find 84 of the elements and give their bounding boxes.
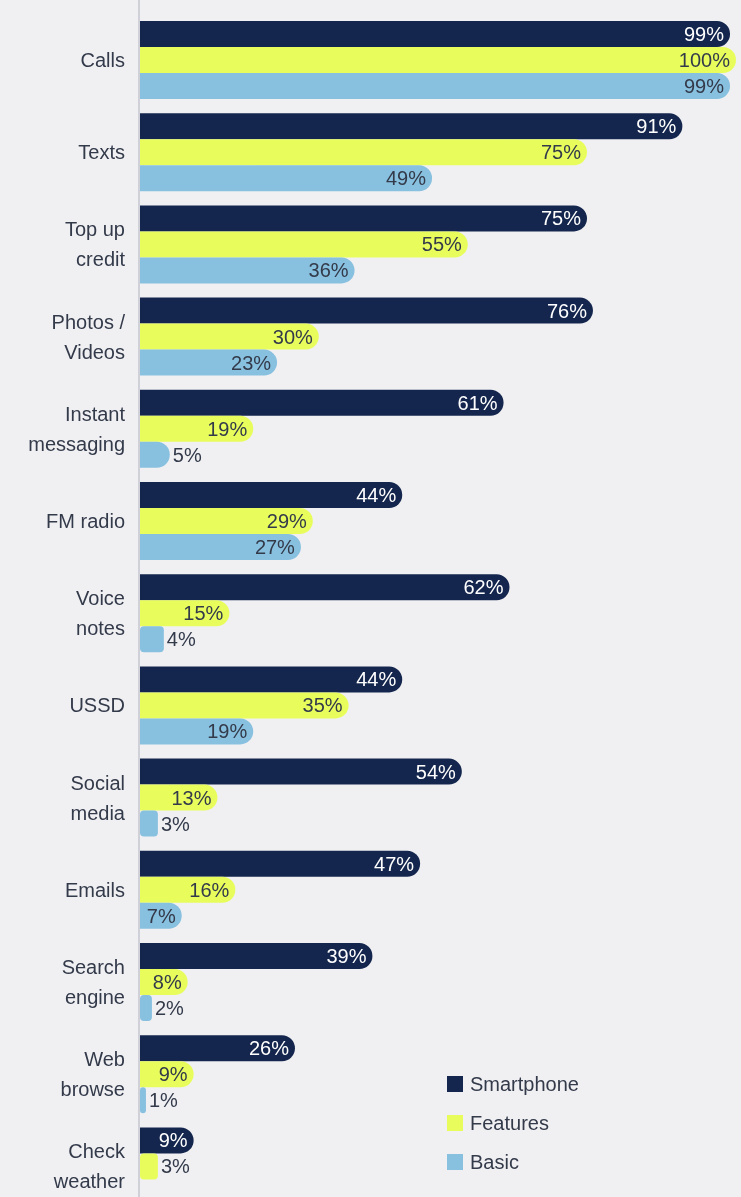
bar [140, 21, 731, 47]
data-label: 76% [546, 299, 588, 322]
y-tick-label: Photos / Videos [51, 310, 126, 363]
data-label: 54% [415, 760, 457, 783]
y-tick-label: Emails [64, 878, 125, 901]
data-label: 44% [356, 484, 397, 506]
bar [140, 139, 587, 166]
legend-label: Basic [470, 1151, 519, 1173]
legend-label: Smartphone [470, 1073, 579, 1095]
bar [140, 810, 158, 837]
data-label: 3% [160, 1155, 190, 1178]
data-label: 27% [254, 536, 296, 558]
bar [140, 1153, 158, 1180]
data-label: 99% [684, 23, 725, 45]
data-label: 99% [684, 75, 725, 97]
data-label: 91% [636, 115, 677, 138]
bar [140, 73, 731, 99]
bar [140, 758, 462, 785]
data-label: 47% [374, 852, 415, 875]
data-label: 36% [308, 259, 349, 282]
y-tick-label: Check weather [52, 1140, 126, 1193]
y-tick-label: Web browse [60, 1048, 125, 1101]
bar [140, 718, 254, 745]
data-label: 4% [166, 628, 196, 651]
bar [140, 534, 301, 560]
data-label: 35% [302, 694, 343, 717]
bar [140, 508, 313, 534]
data-label: 16% [189, 878, 230, 901]
bar [140, 257, 355, 284]
bar [140, 482, 403, 508]
bar [140, 113, 683, 140]
data-label: 2% [154, 997, 185, 1019]
bar [140, 389, 504, 416]
data-label: 30% [272, 325, 314, 348]
data-label: 8% [152, 971, 182, 993]
bar [140, 323, 319, 350]
bar [140, 666, 403, 693]
bar [140, 205, 587, 232]
data-label: 61% [457, 391, 498, 414]
bar [140, 850, 421, 877]
bar [140, 943, 373, 969]
bar [140, 626, 164, 653]
y-tick-label: FM radio [46, 510, 125, 532]
bar [140, 1035, 295, 1062]
data-label: 62% [463, 576, 504, 599]
y-tick-label: Social media [70, 771, 126, 824]
data-label: 5% [172, 443, 202, 466]
data-label: 1% [148, 1089, 179, 1112]
y-tick-label: Search engine [61, 956, 125, 1008]
data-label: 13% [171, 786, 212, 809]
y-tick-label: Top up credit [64, 218, 126, 271]
bar [140, 415, 254, 442]
data-label: 3% [160, 812, 190, 835]
data-label: 19% [207, 417, 248, 440]
legend-label: Features [470, 1112, 549, 1134]
data-label: 9% [158, 1129, 188, 1152]
data-label: 55% [421, 233, 463, 256]
bar [140, 165, 433, 192]
data-label: 15% [183, 602, 224, 625]
bar [140, 297, 593, 324]
data-label: 23% [231, 351, 272, 374]
bar [140, 47, 736, 73]
data-label: 9% [158, 1063, 188, 1086]
data-label: 49% [386, 167, 427, 190]
y-tick-label: Texts [78, 141, 125, 164]
y-tick-label: Instant messaging [28, 402, 126, 455]
bar [140, 231, 468, 258]
bar [140, 995, 152, 1021]
data-label: 29% [266, 510, 308, 532]
bar [140, 1087, 146, 1114]
data-label: 75% [540, 207, 582, 230]
data-label: 26% [248, 1037, 290, 1060]
data-label: 75% [540, 141, 582, 164]
data-label: 19% [207, 720, 248, 743]
bar [140, 692, 349, 719]
y-tick-label: Voice notes [76, 587, 125, 640]
y-tick-label: USSD [69, 694, 125, 717]
bar [140, 574, 510, 601]
data-label: 100% [678, 49, 731, 71]
data-label: 7% [146, 904, 176, 927]
y-tick-label: Calls [80, 49, 125, 71]
bar [140, 349, 278, 376]
data-label: 44% [356, 668, 397, 691]
data-label: 39% [326, 945, 367, 967]
